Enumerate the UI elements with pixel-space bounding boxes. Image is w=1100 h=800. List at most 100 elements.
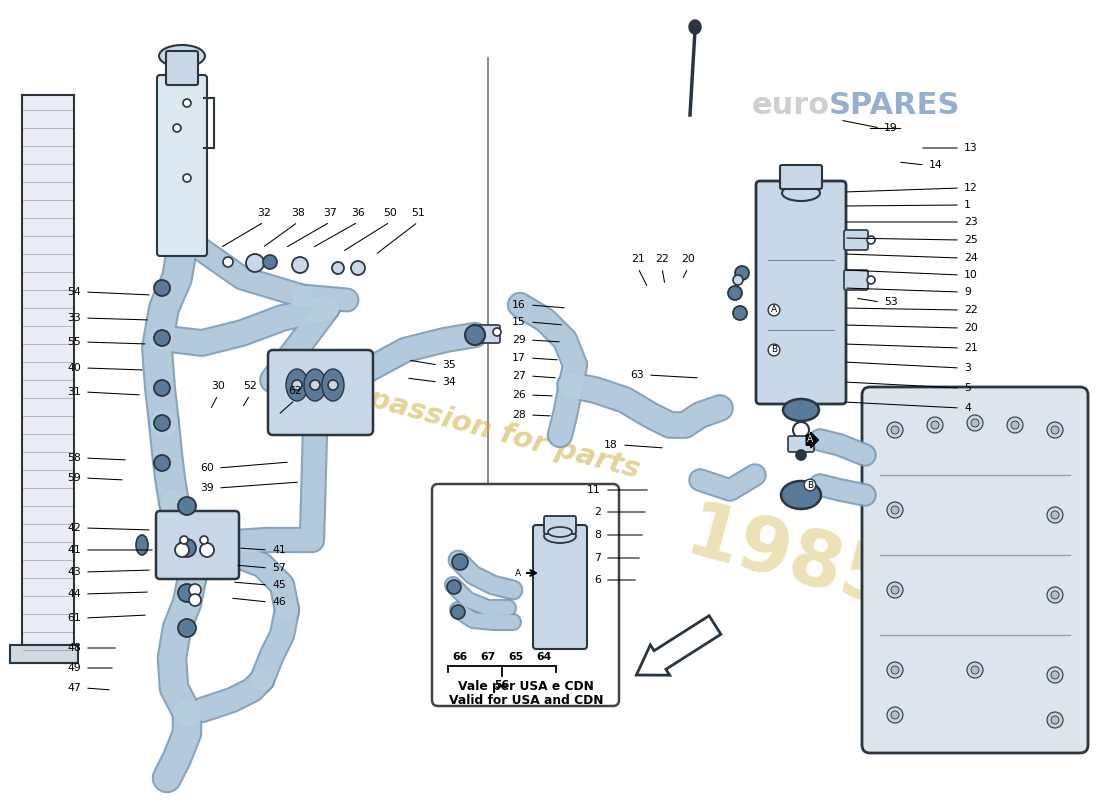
FancyBboxPatch shape [544,516,576,534]
Ellipse shape [304,369,326,401]
Ellipse shape [263,255,277,269]
Ellipse shape [967,662,983,678]
Ellipse shape [733,275,742,285]
Text: 37: 37 [323,208,337,218]
Ellipse shape [447,580,461,594]
Ellipse shape [154,330,170,346]
Ellipse shape [733,306,747,320]
FancyBboxPatch shape [756,181,846,404]
Text: 31: 31 [67,387,81,397]
Ellipse shape [328,380,338,390]
Text: 7: 7 [594,553,601,563]
Ellipse shape [867,276,875,284]
Text: 12: 12 [964,183,978,193]
Text: 10: 10 [964,270,978,280]
Text: 26: 26 [513,390,526,400]
Text: 46: 46 [272,597,286,607]
Text: 41: 41 [67,545,81,555]
Text: 13: 13 [964,143,978,153]
Ellipse shape [783,399,820,421]
Ellipse shape [200,543,214,557]
Ellipse shape [891,666,899,674]
Text: 39: 39 [200,483,214,493]
Ellipse shape [246,254,264,272]
Ellipse shape [548,527,572,537]
Text: 42: 42 [67,523,81,533]
Text: 44: 44 [67,589,81,599]
FancyBboxPatch shape [156,511,239,579]
Ellipse shape [223,257,233,267]
Text: 57: 57 [272,563,286,573]
Text: 34: 34 [442,377,455,387]
Ellipse shape [154,415,170,431]
Ellipse shape [891,506,899,514]
Text: 22: 22 [964,305,978,315]
FancyBboxPatch shape [166,51,198,85]
Ellipse shape [544,529,576,543]
Ellipse shape [452,554,468,570]
Text: 24: 24 [964,253,978,263]
Ellipse shape [782,185,820,201]
FancyArrow shape [637,616,720,675]
Text: 23: 23 [964,217,978,227]
Ellipse shape [1047,422,1063,438]
Ellipse shape [796,450,806,460]
Text: 14: 14 [930,160,943,170]
Text: 67: 67 [481,652,496,662]
Text: 64: 64 [537,652,551,662]
Ellipse shape [178,539,196,557]
Ellipse shape [292,380,302,390]
Text: 56: 56 [494,680,509,690]
Text: 49: 49 [67,663,81,673]
Text: 6: 6 [594,575,601,585]
Text: 20: 20 [681,254,695,264]
Text: Vale per USA e CDN: Vale per USA e CDN [458,680,594,693]
FancyBboxPatch shape [844,270,868,290]
Ellipse shape [1050,671,1059,679]
Ellipse shape [887,662,903,678]
Text: B: B [771,346,777,354]
Text: a passion for parts: a passion for parts [337,377,642,483]
Text: Valid for USA and CDN: Valid for USA and CDN [449,694,603,707]
Text: 1: 1 [964,200,971,210]
FancyBboxPatch shape [157,75,207,256]
Text: 35: 35 [442,360,455,370]
Text: SPARES: SPARES [828,90,960,119]
Bar [10,645,78,663]
Ellipse shape [178,497,196,515]
Text: 45: 45 [272,580,286,590]
Ellipse shape [728,286,743,300]
Ellipse shape [200,536,208,544]
Ellipse shape [887,422,903,438]
Ellipse shape [891,711,899,719]
Text: 41: 41 [272,545,286,555]
Text: 55: 55 [67,337,81,347]
Ellipse shape [173,124,182,132]
Text: 27: 27 [513,371,526,381]
Ellipse shape [1047,587,1063,603]
Text: 38: 38 [292,208,305,218]
Text: 16: 16 [513,300,526,310]
Ellipse shape [160,45,205,67]
Ellipse shape [891,586,899,594]
Text: 36: 36 [351,208,365,218]
Ellipse shape [465,325,485,345]
Text: 53: 53 [884,297,898,307]
Bar [22,95,74,660]
Ellipse shape [286,369,308,401]
Ellipse shape [887,502,903,518]
Text: 3: 3 [964,363,971,373]
Text: 30: 30 [211,381,224,391]
Text: 51: 51 [411,208,425,218]
Ellipse shape [887,582,903,598]
Ellipse shape [154,380,170,396]
Ellipse shape [891,426,899,434]
Ellipse shape [189,594,201,606]
Text: 19: 19 [884,123,898,133]
Ellipse shape [189,584,201,596]
Ellipse shape [1047,507,1063,523]
FancyBboxPatch shape [780,165,822,189]
Text: 29: 29 [513,335,526,345]
Text: 63: 63 [630,370,644,380]
Ellipse shape [322,369,344,401]
